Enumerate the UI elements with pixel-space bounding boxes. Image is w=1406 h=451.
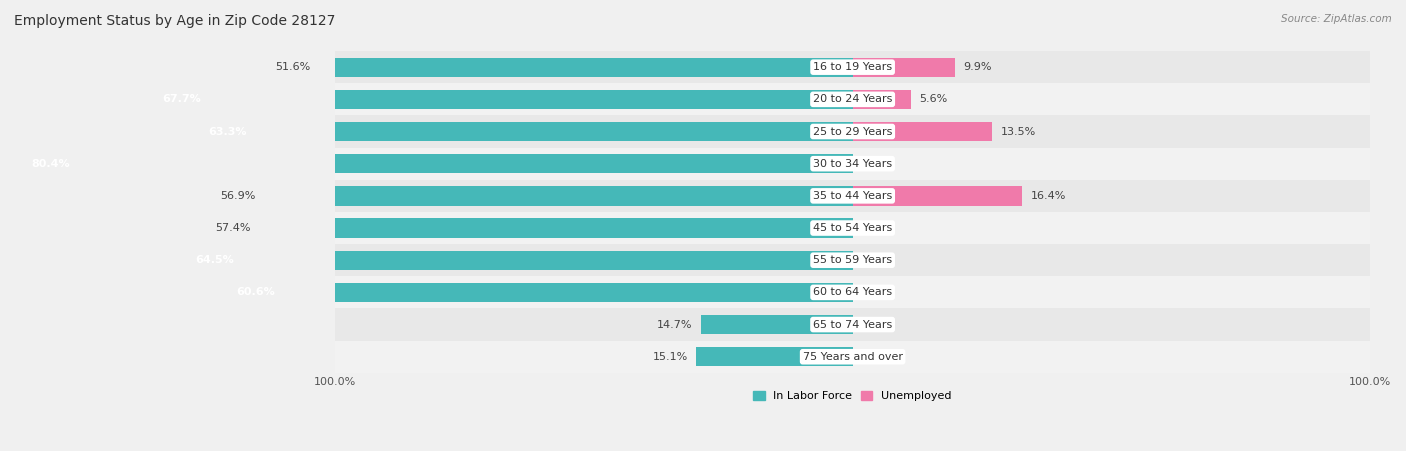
Text: 0.0%: 0.0% — [860, 320, 889, 330]
Bar — [336, 115, 1369, 147]
Bar — [198, 122, 852, 141]
Bar — [852, 58, 955, 77]
Bar — [319, 58, 852, 77]
Text: 0.0%: 0.0% — [860, 223, 889, 233]
Bar — [336, 51, 1369, 83]
Text: 51.6%: 51.6% — [276, 62, 311, 72]
Bar — [852, 122, 993, 141]
Bar — [264, 186, 852, 206]
Text: 30 to 34 Years: 30 to 34 Years — [813, 159, 893, 169]
Text: Employment Status by Age in Zip Code 28127: Employment Status by Age in Zip Code 281… — [14, 14, 336, 28]
Bar — [852, 186, 1022, 206]
Text: 57.4%: 57.4% — [215, 223, 250, 233]
Bar — [336, 276, 1369, 308]
Bar — [336, 212, 1369, 244]
Text: 67.7%: 67.7% — [163, 94, 201, 104]
Text: 0.0%: 0.0% — [860, 287, 889, 297]
Text: 80.4%: 80.4% — [31, 159, 70, 169]
Text: 5.6%: 5.6% — [920, 94, 948, 104]
Bar — [700, 315, 852, 334]
Legend: In Labor Force, Unemployed: In Labor Force, Unemployed — [749, 387, 956, 406]
Text: 64.5%: 64.5% — [195, 255, 235, 265]
Bar — [152, 90, 852, 109]
Bar — [336, 180, 1369, 212]
Bar — [696, 347, 852, 366]
Text: Source: ZipAtlas.com: Source: ZipAtlas.com — [1281, 14, 1392, 23]
Text: 15.1%: 15.1% — [652, 352, 688, 362]
Text: 56.9%: 56.9% — [221, 191, 256, 201]
Text: 9.9%: 9.9% — [963, 62, 991, 72]
Bar — [336, 244, 1369, 276]
Bar — [259, 218, 852, 238]
Text: 75 Years and over: 75 Years and over — [803, 352, 903, 362]
Text: 16 to 19 Years: 16 to 19 Years — [813, 62, 893, 72]
Text: 20 to 24 Years: 20 to 24 Years — [813, 94, 893, 104]
Text: 14.7%: 14.7% — [657, 320, 692, 330]
Text: 65 to 74 Years: 65 to 74 Years — [813, 320, 893, 330]
Bar — [186, 251, 852, 270]
Text: 0.0%: 0.0% — [860, 255, 889, 265]
Text: 45 to 54 Years: 45 to 54 Years — [813, 223, 893, 233]
Text: 16.4%: 16.4% — [1031, 191, 1066, 201]
Text: 55 to 59 Years: 55 to 59 Years — [813, 255, 893, 265]
Text: 13.5%: 13.5% — [1001, 127, 1036, 137]
Text: 60 to 64 Years: 60 to 64 Years — [813, 287, 893, 297]
Text: 63.3%: 63.3% — [208, 127, 246, 137]
Bar — [226, 283, 852, 302]
Text: 25 to 29 Years: 25 to 29 Years — [813, 127, 893, 137]
Bar — [21, 154, 852, 173]
Bar — [852, 90, 911, 109]
Text: 0.0%: 0.0% — [860, 159, 889, 169]
Text: 60.6%: 60.6% — [236, 287, 274, 297]
Text: 0.0%: 0.0% — [860, 352, 889, 362]
Bar — [336, 83, 1369, 115]
Text: 35 to 44 Years: 35 to 44 Years — [813, 191, 893, 201]
Bar — [336, 308, 1369, 341]
Bar — [336, 341, 1369, 373]
Bar — [336, 147, 1369, 180]
